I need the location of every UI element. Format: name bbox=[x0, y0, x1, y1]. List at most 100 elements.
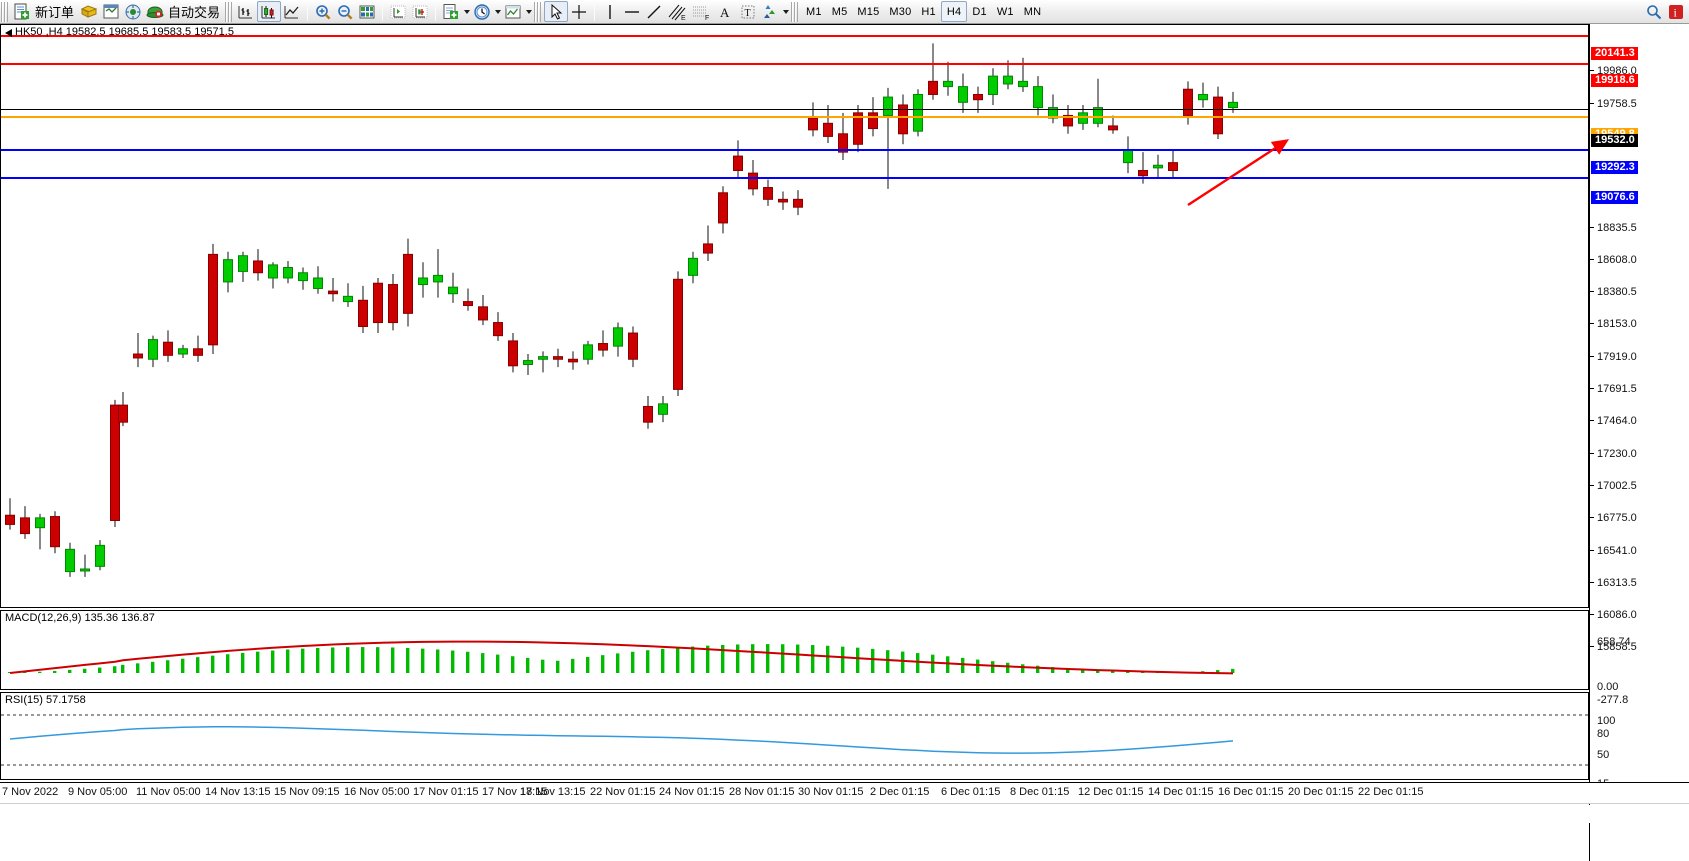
zoom-out-icon[interactable] bbox=[334, 1, 356, 22]
resistance-line-20141[interactable] bbox=[1, 35, 1588, 37]
svg-text:T: T bbox=[745, 8, 751, 19]
price-tick: 18153.0 bbox=[1590, 318, 1689, 330]
indicator-tick: 50 bbox=[1597, 749, 1610, 761]
auto-trading-label[interactable]: 自动交易 bbox=[168, 5, 221, 20]
toolbar-grip-2[interactable] bbox=[225, 1, 233, 22]
price-tick: 17919.0 bbox=[1590, 351, 1689, 363]
price-tick: 17464.0 bbox=[1590, 415, 1689, 427]
shapes-icon[interactable] bbox=[759, 1, 781, 22]
main-toolbar: 新订单 自动交易 bbox=[0, 0, 1689, 24]
toolbar-grip-4[interactable] bbox=[791, 1, 799, 22]
templates-dropdown-arrow[interactable] bbox=[524, 3, 533, 21]
time-axis-label: 22 Dec 01:15 bbox=[1358, 786, 1424, 798]
time-axis-label: 11 Nov 05:00 bbox=[136, 786, 201, 798]
line-chart-icon[interactable] bbox=[281, 1, 303, 22]
search-icon[interactable] bbox=[1643, 1, 1665, 22]
chart-scroll-marker[interactable] bbox=[5, 29, 12, 37]
text-icon[interactable]: A bbox=[713, 1, 737, 22]
time-axis-label: 30 Nov 01:15 bbox=[798, 786, 864, 798]
support-line-19076[interactable] bbox=[1, 177, 1588, 179]
price-tag-19918-6[interactable]: 19918.6 bbox=[1591, 74, 1638, 87]
auto-scroll-icon[interactable] bbox=[409, 1, 431, 22]
equidistant-channel-icon[interactable]: E bbox=[665, 1, 689, 22]
indicator-tick: 0.00 bbox=[1597, 681, 1619, 693]
fibonacci-icon[interactable]: F bbox=[689, 1, 713, 22]
data-window-icon[interactable] bbox=[100, 1, 122, 22]
period-dropdown-arrow[interactable] bbox=[493, 3, 502, 21]
chart-grid-icon[interactable] bbox=[356, 1, 378, 22]
price-chart-pane[interactable]: HK50 ,H4 19582.5 19685.5 19583.5 19571.5 bbox=[0, 24, 1589, 608]
text-label-icon[interactable]: T bbox=[737, 1, 759, 22]
time-axis-label: 22 Nov 01:15 bbox=[590, 786, 656, 798]
help-icon[interactable]: i bbox=[1665, 1, 1687, 22]
svg-text:A: A bbox=[720, 5, 730, 20]
indicator-tick: 658.74 bbox=[1597, 636, 1631, 648]
rsi-label: RSI(15) 57.1758 bbox=[5, 694, 86, 706]
templates-icon[interactable] bbox=[502, 1, 524, 22]
timeframe-m15[interactable]: M15 bbox=[857, 5, 880, 18]
trendline-icon[interactable] bbox=[643, 1, 665, 22]
rsi-series bbox=[1, 714, 1588, 766]
toolbar-separator-3 bbox=[435, 2, 437, 21]
macd-label: MACD(12,26,9) 135.36 136.87 bbox=[5, 612, 155, 624]
time-axis-label: 17 Nov 01:15 bbox=[413, 786, 479, 798]
price-tick: 17691.5 bbox=[1590, 383, 1689, 395]
indicators-dropdown-arrow[interactable] bbox=[462, 3, 471, 21]
cursor-icon[interactable] bbox=[544, 1, 569, 22]
price-tick: 16775.0 bbox=[1590, 512, 1689, 524]
timeframe-m30[interactable]: M30 bbox=[889, 5, 912, 18]
price-scale[interactable]: 19986.0 19758.5 18835.5 18608.0 18380.5 18153… bbox=[1589, 24, 1689, 861]
svg-text:E: E bbox=[681, 15, 686, 21]
time-axis-label: 9 Nov 05:00 bbox=[68, 786, 128, 798]
indicator-tick: 100 bbox=[1597, 715, 1616, 727]
symbol-period-ohlc-label: HK50 ,H4 19582.5 19685.5 19583.5 19571.5 bbox=[15, 26, 234, 38]
level-line-black[interactable] bbox=[1, 109, 1588, 110]
price-tick: 19758.5 bbox=[1590, 98, 1689, 110]
new-order-icon[interactable] bbox=[11, 1, 33, 22]
price-tag-19292-3[interactable]: 19292.3 bbox=[1591, 161, 1638, 174]
chart-shift-icon[interactable] bbox=[387, 1, 409, 22]
time-axis-label: 16 Dec 01:15 bbox=[1218, 786, 1284, 798]
timeframe-d1[interactable]: D1 bbox=[972, 5, 987, 18]
toolbar-grip[interactable] bbox=[1, 1, 8, 22]
time-axis-label: 14 Dec 01:15 bbox=[1148, 786, 1214, 798]
toolbar-separator-1 bbox=[307, 2, 309, 21]
expert-advisor-icon[interactable] bbox=[78, 1, 100, 22]
auto-trading-icon[interactable] bbox=[144, 1, 166, 22]
price-tick: 17002.5 bbox=[1590, 480, 1689, 492]
rsi-pane[interactable]: RSI(15) 57.1758 bbox=[0, 692, 1589, 780]
zoom-in-icon[interactable] bbox=[312, 1, 334, 22]
timeframe-mn[interactable]: MN bbox=[1023, 5, 1042, 18]
price-tag-19532-0[interactable]: 19532.0 bbox=[1591, 134, 1638, 147]
timeframe-w1[interactable]: W1 bbox=[996, 5, 1014, 18]
crosshair-icon[interactable] bbox=[568, 1, 590, 22]
navigator-icon[interactable] bbox=[122, 1, 144, 22]
hline-icon[interactable] bbox=[621, 1, 643, 22]
toolbar-separator-4 bbox=[594, 2, 596, 21]
price-tag-19076-6[interactable]: 19076.6 bbox=[1591, 191, 1638, 204]
vline-icon[interactable] bbox=[599, 1, 621, 22]
bar-chart-icon[interactable] bbox=[235, 1, 257, 22]
price-tick: 18608.0 bbox=[1590, 254, 1689, 266]
time-axis-label: 18 Nov 13:15 bbox=[520, 786, 586, 798]
period-icon[interactable] bbox=[471, 1, 493, 22]
macd-pane[interactable]: MACD(12,26,9) 135.36 136.87 bbox=[0, 610, 1589, 690]
shapes-dropdown-arrow[interactable] bbox=[781, 3, 790, 21]
time-axis[interactable]: 7 Nov 2022 9 Nov 05:00 11 Nov 05:00 14 Nov … bbox=[0, 782, 1689, 804]
timeframe-m1[interactable]: M1 bbox=[806, 5, 822, 18]
new-order-label[interactable]: 新订单 bbox=[35, 5, 75, 20]
chart-area[interactable]: HK50 ,H4 19582.5 19685.5 19583.5 19571.5… bbox=[0, 24, 1689, 861]
resistance-line-19918[interactable] bbox=[1, 63, 1588, 65]
toolbar-grip-3[interactable] bbox=[534, 1, 542, 22]
pivot-line-19549[interactable] bbox=[1, 116, 1588, 118]
price-tick: 15858.5 bbox=[1590, 641, 1689, 653]
price-tag-20141-3[interactable]: 20141.3 bbox=[1591, 47, 1638, 60]
candlestick-chart-icon[interactable] bbox=[257, 1, 282, 22]
timeframe-h1[interactable]: H1 bbox=[921, 5, 936, 18]
timeframe-h4[interactable]: H4 bbox=[940, 1, 968, 22]
support-line-19292[interactable] bbox=[1, 149, 1588, 151]
time-axis-label: 28 Nov 01:15 bbox=[729, 786, 795, 798]
timeframe-m5[interactable]: M5 bbox=[831, 5, 848, 18]
indicator-tick: 80 bbox=[1597, 728, 1610, 740]
indicators-icon[interactable] bbox=[440, 1, 462, 22]
